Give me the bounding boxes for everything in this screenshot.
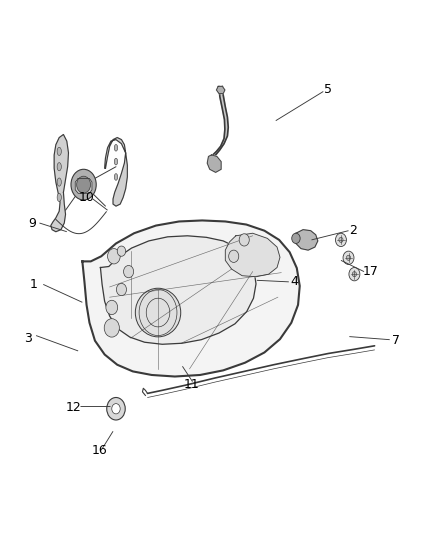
- Polygon shape: [100, 236, 256, 344]
- Text: 17: 17: [362, 265, 378, 278]
- Text: 12: 12: [66, 401, 82, 414]
- Text: 3: 3: [24, 332, 32, 345]
- Polygon shape: [295, 230, 318, 250]
- Polygon shape: [105, 138, 127, 206]
- Ellipse shape: [114, 144, 118, 151]
- Text: 1: 1: [30, 278, 38, 291]
- Circle shape: [229, 250, 239, 262]
- Ellipse shape: [57, 163, 61, 171]
- Text: 9: 9: [28, 216, 36, 230]
- Ellipse shape: [57, 193, 61, 201]
- Circle shape: [71, 169, 96, 200]
- Circle shape: [124, 265, 134, 278]
- Circle shape: [343, 251, 354, 264]
- Circle shape: [104, 319, 119, 337]
- Text: 2: 2: [350, 224, 357, 237]
- Circle shape: [117, 284, 127, 296]
- Circle shape: [292, 233, 300, 244]
- Circle shape: [239, 234, 249, 246]
- Text: 16: 16: [91, 444, 107, 457]
- Polygon shape: [225, 233, 280, 277]
- Text: 11: 11: [184, 378, 200, 391]
- Text: 5: 5: [324, 84, 332, 96]
- Circle shape: [352, 272, 357, 277]
- Text: 7: 7: [392, 334, 399, 347]
- Circle shape: [336, 233, 346, 247]
- Circle shape: [346, 255, 350, 260]
- Polygon shape: [216, 86, 225, 94]
- Text: 4: 4: [291, 276, 299, 288]
- Polygon shape: [207, 155, 221, 172]
- Polygon shape: [82, 221, 300, 376]
- Ellipse shape: [57, 178, 61, 186]
- Polygon shape: [75, 179, 92, 193]
- Ellipse shape: [135, 288, 181, 337]
- Polygon shape: [212, 86, 228, 156]
- Circle shape: [77, 176, 91, 193]
- Text: 10: 10: [78, 191, 95, 204]
- Ellipse shape: [114, 158, 118, 165]
- Circle shape: [107, 398, 125, 420]
- Circle shape: [339, 237, 343, 243]
- Ellipse shape: [114, 174, 118, 180]
- Ellipse shape: [57, 147, 61, 156]
- Circle shape: [108, 248, 120, 264]
- Circle shape: [117, 246, 126, 256]
- Circle shape: [112, 403, 120, 414]
- Circle shape: [106, 300, 118, 314]
- Polygon shape: [51, 134, 68, 232]
- Circle shape: [349, 268, 360, 281]
